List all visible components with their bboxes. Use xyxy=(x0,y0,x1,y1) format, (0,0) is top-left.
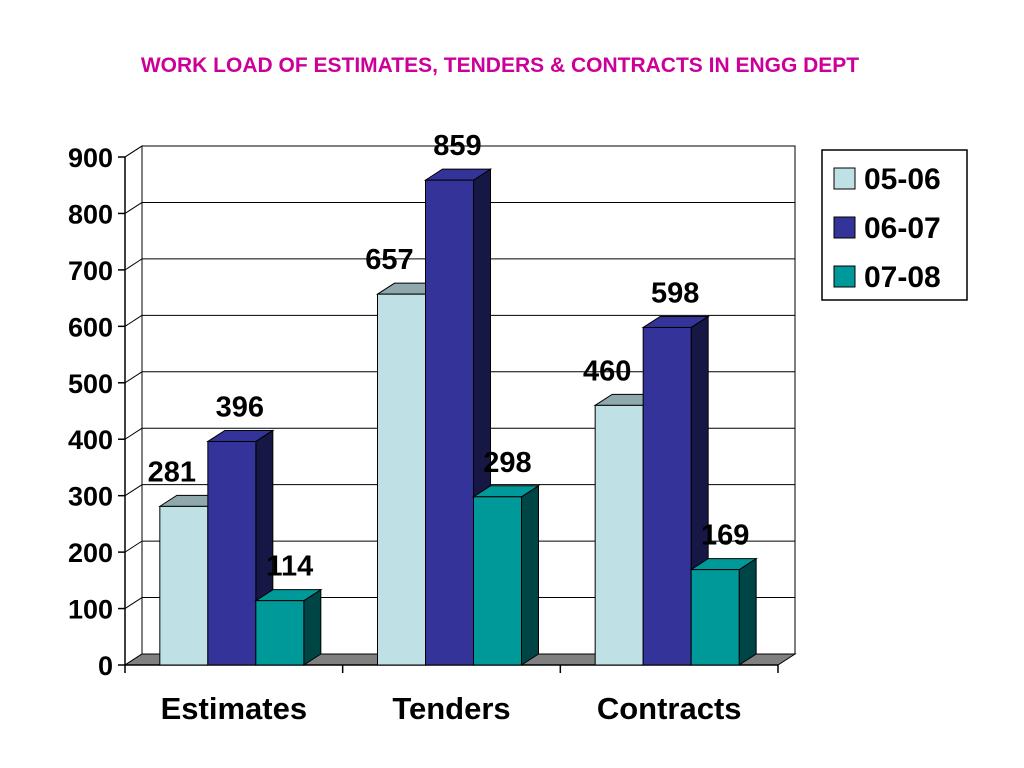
data-labels: 281 396 114 657 859 298 460 598 169 xyxy=(148,130,750,583)
bar-front xyxy=(594,404,644,666)
bar-front xyxy=(207,440,257,666)
gridline-side xyxy=(124,314,143,327)
data-label: 114 xyxy=(266,551,313,583)
data-label: 460 xyxy=(583,355,631,387)
side-wall xyxy=(124,145,143,666)
bar xyxy=(254,588,323,666)
gridline-side xyxy=(124,258,143,271)
gridline-side xyxy=(124,145,143,158)
y-tick-label: 300 xyxy=(68,482,113,512)
data-label: 169 xyxy=(701,520,749,552)
gridline-side xyxy=(124,427,143,440)
gridline-side xyxy=(124,597,143,609)
y-tick-label: 700 xyxy=(68,256,113,286)
data-label: 298 xyxy=(483,447,531,479)
y-tick-label: 600 xyxy=(68,312,113,342)
data-label: 859 xyxy=(433,130,481,162)
legend-swatch xyxy=(833,167,856,190)
data-label: 657 xyxy=(365,244,413,276)
bar-side xyxy=(303,588,322,666)
bar-front xyxy=(255,600,305,666)
data-label: 598 xyxy=(651,277,699,309)
bar xyxy=(689,557,758,666)
x-tick-label: Contracts xyxy=(597,691,742,726)
legend-label: 06-07 xyxy=(864,212,941,245)
legend: 05-06 06-07 07-08 xyxy=(821,149,968,301)
gridline-side xyxy=(124,484,143,497)
y-tick-label: 100 xyxy=(68,595,113,625)
legend-label: 05-06 xyxy=(864,163,941,196)
y-tick-label: 500 xyxy=(68,369,113,399)
y-tick-label: 0 xyxy=(98,651,113,681)
y-tick-label: 800 xyxy=(68,199,113,229)
axes: 0 100 200 300 400 500 600 700 800 900 Estimates Ten… xyxy=(68,143,779,726)
data-label: 281 xyxy=(148,456,196,488)
gridline-side xyxy=(124,202,143,214)
bar-front xyxy=(159,505,209,666)
bars xyxy=(158,168,758,666)
legend-swatch xyxy=(833,265,856,288)
bar-side xyxy=(521,484,539,666)
y-tick-label: 900 xyxy=(68,143,113,173)
bar-side xyxy=(738,557,757,666)
x-tick-label: Estimates xyxy=(161,691,307,726)
legend-label: 07-08 xyxy=(864,261,941,294)
gridline-side xyxy=(124,540,143,553)
bar-front xyxy=(473,496,522,666)
chart-title: WORK LOAD OF ESTIMATES, TENDERS & CONTRA… xyxy=(140,54,860,77)
y-tick-label: 400 xyxy=(68,425,113,455)
bar xyxy=(471,484,541,666)
legend-swatch xyxy=(833,216,856,239)
gridline-side xyxy=(124,371,143,384)
bar-front xyxy=(425,179,474,666)
bar-front xyxy=(690,569,740,666)
x-tick-label: Tenders xyxy=(392,691,510,726)
y-tick-label: 200 xyxy=(68,538,113,568)
bar-front xyxy=(642,326,692,666)
bar-front xyxy=(377,293,426,666)
data-label: 396 xyxy=(216,391,264,423)
